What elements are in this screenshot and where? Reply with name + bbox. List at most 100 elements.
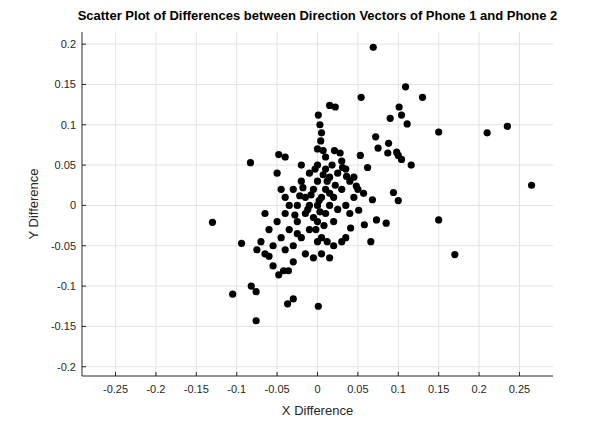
point: [342, 166, 349, 173]
point: [395, 197, 402, 204]
tick-mark: [479, 372, 480, 376]
tick-mark: [82, 44, 86, 45]
point: [346, 210, 353, 217]
grid-line: [236, 32, 237, 376]
tick-label: -0.15: [51, 320, 76, 332]
points: [209, 44, 535, 325]
point: [364, 164, 371, 171]
point: [290, 242, 297, 249]
point: [322, 153, 329, 160]
tick-label: -0.05: [265, 383, 290, 395]
point: [332, 103, 339, 110]
point: [253, 288, 260, 295]
grid-line: [155, 32, 156, 376]
point: [393, 149, 400, 156]
tick-label: 0.1: [391, 383, 406, 395]
point: [320, 222, 327, 229]
point: [296, 192, 303, 199]
point: [269, 242, 276, 249]
point: [338, 157, 345, 164]
tick-mark: [519, 372, 520, 376]
tick-mark: [277, 372, 278, 376]
point: [387, 115, 394, 122]
point: [306, 226, 313, 233]
point: [257, 238, 264, 245]
point: [390, 189, 397, 196]
grid-line: [438, 32, 439, 376]
point: [330, 242, 337, 249]
tick-mark: [82, 245, 86, 246]
grid-line: [519, 32, 520, 376]
tick-label: -0.05: [51, 240, 76, 252]
grid-line: [82, 84, 553, 85]
grid-line: [82, 44, 553, 45]
tick-mark: [82, 165, 86, 166]
point: [435, 128, 442, 135]
tick-label: -0.2: [57, 361, 76, 373]
grid-line: [115, 32, 116, 376]
tick-label: 0.15: [428, 383, 449, 395]
point: [316, 197, 323, 204]
point: [310, 254, 317, 261]
point: [419, 94, 426, 101]
point: [209, 219, 216, 226]
point: [315, 303, 322, 310]
point: [324, 238, 331, 245]
point: [294, 202, 301, 209]
tick-mark: [398, 372, 399, 376]
tick-label: 0.1: [61, 119, 76, 131]
x-axis-label: X Difference: [282, 403, 353, 418]
tick-label: -0.1: [227, 383, 246, 395]
tick-mark: [82, 124, 86, 125]
point: [312, 226, 319, 233]
point: [408, 161, 415, 168]
grid-line: [357, 32, 358, 376]
point: [334, 170, 341, 177]
point: [278, 234, 285, 241]
tick-label: 0.05: [55, 159, 76, 171]
point: [265, 226, 272, 233]
point: [316, 121, 323, 128]
point: [367, 238, 374, 245]
point: [383, 220, 390, 227]
point: [332, 182, 339, 189]
point: [314, 145, 321, 152]
point: [398, 156, 405, 163]
grid: [82, 32, 553, 376]
tick-label: -0.2: [146, 383, 165, 395]
grid-line: [196, 32, 197, 376]
point: [328, 161, 335, 168]
point: [282, 210, 289, 217]
grid-line: [277, 32, 278, 376]
point: [435, 216, 442, 223]
tick-mark: [357, 372, 358, 376]
point: [342, 202, 349, 209]
point: [311, 166, 318, 173]
point: [261, 210, 268, 217]
tick-label: 0.15: [55, 78, 76, 90]
ticks: -0.25-0.2-0.15-0.1-0.0500.050.10.150.20.…: [51, 38, 530, 395]
point: [298, 161, 305, 168]
point: [274, 218, 281, 225]
background: [0, 0, 615, 422]
point: [238, 240, 245, 247]
point: [402, 83, 409, 90]
point: [451, 251, 458, 258]
tick-mark: [82, 366, 86, 367]
point: [299, 184, 306, 191]
chart: -0.25-0.2-0.15-0.1-0.0500.050.10.150.20.…: [0, 0, 615, 422]
point: [314, 218, 321, 225]
y-axis-label: Y Difference: [26, 168, 41, 239]
tick-mark: [155, 372, 156, 376]
point: [355, 207, 362, 214]
point: [247, 159, 254, 166]
tick-label: -0.1: [57, 280, 76, 292]
tick-mark: [82, 205, 86, 206]
point: [320, 171, 327, 178]
grid-line: [82, 326, 553, 327]
point: [261, 250, 268, 257]
point: [326, 190, 333, 197]
point: [248, 282, 255, 289]
tick-mark: [115, 372, 116, 376]
point: [350, 194, 357, 201]
